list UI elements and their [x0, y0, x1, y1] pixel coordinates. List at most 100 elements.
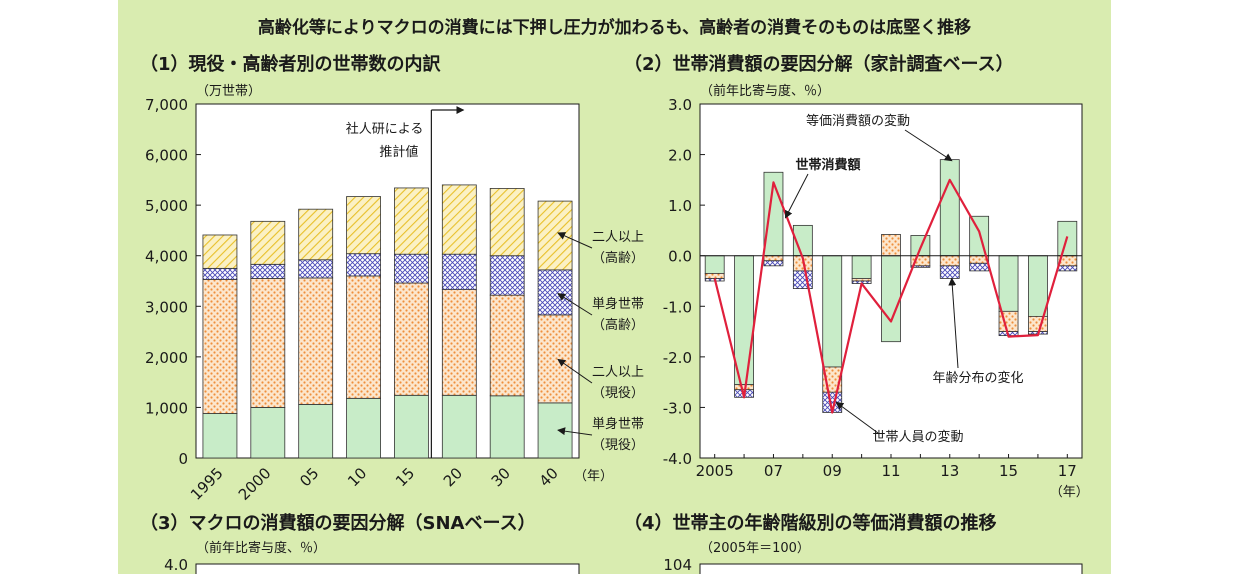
chart2-bar-segment — [998, 255, 1019, 312]
chart2-ytick-label: -2.0 — [663, 349, 692, 367]
chart1-xtick-label: 30 — [488, 464, 514, 490]
chart3-ytick-label: 4.0 — [164, 556, 188, 574]
chart1-xtick-label: 1995 — [187, 464, 227, 504]
chart4-plot-area — [699, 563, 1083, 574]
chart2-bar-segment — [704, 273, 725, 279]
section1-title: （1）現役・高齢者別の世帯数の内訳 — [140, 54, 441, 75]
chart2-ytick-label: 3.0 — [668, 96, 692, 114]
chart1-bar-segment — [250, 407, 286, 459]
chart2-bar-segment — [704, 255, 725, 274]
projection-note-line1: 社人研による — [346, 121, 424, 137]
chart1-legend-label: 二人以上 — [592, 365, 644, 380]
chart1-bar-segment — [394, 394, 429, 459]
chart2-ylabel: （前年比寄与度、％） — [700, 83, 830, 99]
chart2-bar-segment — [910, 265, 931, 268]
chart2-bar-segment — [1057, 265, 1078, 272]
chart2-bar-segment — [1028, 255, 1048, 317]
chart2-total-line — [713, 178, 1069, 414]
chart1-bar-segment — [489, 294, 525, 397]
chart2-xtick-label: 09 — [823, 462, 842, 480]
section4-title: （4）世帯主の年齢階級別の等価消費額の推移 — [624, 513, 997, 534]
chart1-legend-arrow — [557, 358, 593, 384]
chart1-legend-arrow — [557, 293, 593, 316]
chart2-bar-segment — [969, 215, 990, 257]
chart2-arrow-members — [835, 401, 879, 434]
chart1-bar-segment — [441, 289, 477, 396]
chart2-label-equiv: 等価消費額の変動 — [806, 113, 910, 129]
chart1-xtick-label: 20 — [440, 464, 466, 490]
chart1-bar-segment — [489, 255, 525, 296]
chart3-plot-area — [195, 563, 580, 574]
section3-title: （3）マクロの消費額の要因分解（SNAベース） — [140, 513, 536, 534]
chart1-bar-segment — [250, 220, 286, 265]
chart1-bar-segment — [346, 275, 381, 399]
chart1-legend-sublabel: （現役） — [592, 386, 644, 401]
chart1-legend-label: 単身世帯 — [592, 296, 644, 312]
chart1-bar-segment — [202, 413, 238, 459]
chart1-ytick-label: 5,000 — [145, 197, 188, 215]
chart1-bar-segment — [394, 187, 429, 255]
chart1-bar-segment — [346, 196, 381, 255]
chart2-ytick-label: -3.0 — [663, 399, 692, 417]
chart2-xtick-label: 15 — [999, 462, 1018, 480]
chart1-xunit: （年） — [574, 469, 613, 484]
chart2-bar-segment — [969, 262, 990, 272]
chart1-ytick-label: 2,000 — [145, 349, 188, 367]
chart2-bar-segment — [939, 265, 960, 279]
chart1-ytick-label: 7,000 — [145, 96, 188, 114]
chart1-bar-segment — [537, 200, 573, 271]
chart1-xtick-label: 2000 — [235, 464, 275, 504]
chart1-bar-segment — [441, 394, 477, 459]
projection-note-line2: 推計値 — [379, 144, 418, 160]
chart1-bar-segment — [250, 263, 286, 279]
chart1-xtick-label: 10 — [344, 464, 370, 490]
chart1-bar-segment — [441, 184, 477, 255]
chart4-ylabel: （2005年＝100） — [700, 541, 810, 556]
chart1-bar-segment — [346, 397, 381, 459]
chart2-ytick-label: 2.0 — [668, 147, 692, 165]
chart2-ytick-label: -4.0 — [663, 450, 692, 468]
section2-title: （2）世帯消費額の要因分解（家計調査ベース） — [624, 54, 1014, 75]
chart1-legend-sublabel: （高齢） — [592, 250, 644, 266]
chart1-legend-label: 二人以上 — [592, 230, 644, 245]
chart1-bar-segment — [537, 269, 573, 316]
chart1-ytick-label: 0 — [178, 450, 188, 468]
chart2-arrow-age — [948, 277, 959, 369]
chart2-bar-segment — [734, 384, 754, 391]
chart2-arrow-total — [785, 173, 809, 219]
chart2-bar-segment — [763, 260, 784, 267]
chart2-bar-segment — [1028, 315, 1048, 332]
chart2-label-age: 年齢分布の変化 — [932, 370, 1023, 386]
chart2-bar-segment — [851, 255, 872, 279]
chart1-bar-segment — [394, 253, 429, 284]
chart1-bar-segment — [489, 188, 525, 257]
chart2-bar-segment — [734, 255, 754, 386]
chart1-bar-segment — [298, 208, 334, 261]
chart1-bar-segment — [537, 314, 573, 404]
chart1-xtick-label: 15 — [392, 464, 418, 490]
chart2-xunit: （年） — [1050, 485, 1089, 500]
chart1-bar-segment — [298, 277, 334, 405]
chart2-arrow-equiv — [904, 129, 953, 162]
chart1-bar-segment — [202, 279, 238, 414]
chart1-ylabel: （万世帯） — [196, 84, 261, 99]
chart2-ytick-label: 1.0 — [668, 197, 692, 215]
chart1-ytick-label: 1,000 — [145, 399, 188, 417]
chart2-bar-segment — [939, 255, 960, 267]
chart1-xtick-label: 40 — [536, 464, 562, 490]
chart2-bar-segment — [939, 159, 960, 257]
chart1-bar-segment — [250, 278, 286, 408]
chart2-ytick-label: 0.0 — [668, 248, 692, 266]
chart2-label-total: 世帯消費額 — [795, 157, 860, 173]
chart4-ytick-label: 104 — [663, 556, 692, 574]
chart1-bar-segment — [298, 403, 334, 459]
chart1-ytick-label: 3,000 — [145, 298, 188, 316]
chart1-legend-arrow — [557, 232, 593, 249]
chart1-bar-segment — [489, 395, 525, 459]
chart1-bar-segment — [537, 402, 573, 459]
chart1-bar-segment — [202, 267, 238, 280]
chart1-bar-segment — [202, 234, 238, 269]
chart2-xtick-label: 11 — [881, 462, 900, 480]
chart2-ytick-label: -1.0 — [663, 298, 692, 316]
